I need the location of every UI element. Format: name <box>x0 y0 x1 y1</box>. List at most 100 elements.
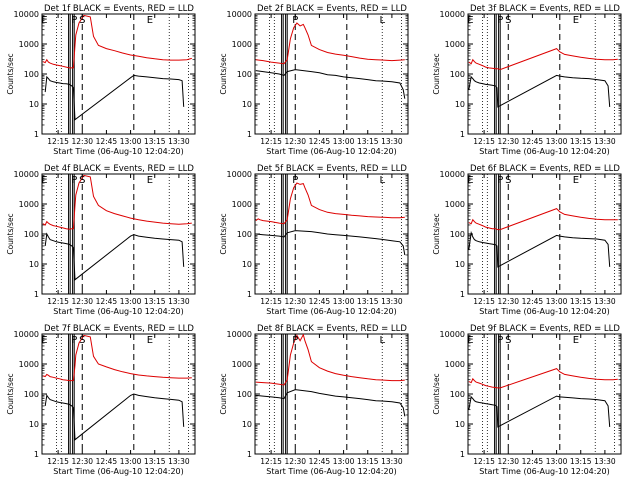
x-tick-label: 12:45 <box>522 137 544 146</box>
y-tick-label: 10000 <box>227 330 252 339</box>
y-tick-label: 10 <box>242 260 252 269</box>
region-marker-label: P <box>292 175 298 186</box>
x-axis-label: Start Time (06-Aug-10 12:04:20) <box>266 147 397 156</box>
y-tick-label: 1 <box>460 290 465 299</box>
x-tick-label: 12:45 <box>522 457 544 466</box>
y-tick-label: 1000 <box>445 40 465 49</box>
region-marker-label: P <box>497 15 503 26</box>
detector-panel-3: 1 10 100 1000 10000 12:15 12:30 12:45 13:00 13:15… <box>432 4 622 156</box>
region-marker-label: S <box>505 335 511 346</box>
x-tick-label: 13:00 <box>120 297 142 306</box>
x-tick-label: 12:15 <box>260 137 282 146</box>
plot-frame <box>41 173 196 295</box>
region-marker-label: L <box>379 335 385 346</box>
y-tick-label: 1 <box>247 130 252 139</box>
x-tick-label: 13:00 <box>546 457 568 466</box>
y-axis-label: Counts/sec <box>432 213 441 254</box>
y-tick-label: 1 <box>34 290 39 299</box>
region-marker-label: E <box>41 175 47 186</box>
y-tick-label: 1000 <box>19 40 39 49</box>
series-events-line <box>44 232 185 281</box>
region-marker-label: E <box>147 175 153 186</box>
x-axis-label: Start Time (06-Aug-10 12:04:20) <box>266 307 397 316</box>
region-marker-label: L <box>379 175 385 186</box>
series-events-line <box>44 393 185 441</box>
region-marker-label: E <box>467 335 473 346</box>
x-tick-label: 13:15 <box>144 137 166 146</box>
y-tick-label: 10 <box>29 100 39 109</box>
x-axis-label: Start Time (06-Aug-10 12:04:20) <box>266 467 397 476</box>
region-marker-label: S <box>79 175 85 186</box>
region-marker-label: E <box>41 335 47 346</box>
region-marker-label: P <box>71 175 77 186</box>
region-marker-label: P <box>71 15 77 26</box>
series-lld-line <box>255 22 405 65</box>
detector-panel-4: 1 10 100 1000 10000 12:15 12:30 12:45 13:00 13:15… <box>6 164 196 316</box>
y-tick-label: 100 <box>24 70 39 79</box>
y-tick-label: 100 <box>237 70 252 79</box>
x-tick-label: 12:45 <box>96 137 118 146</box>
series-lld-line <box>468 208 618 231</box>
x-tick-label: 13:30 <box>168 457 190 466</box>
x-tick-label: 13:15 <box>357 457 379 466</box>
y-tick-label: 10000 <box>14 10 39 19</box>
x-tick-label: 13:15 <box>357 137 379 146</box>
y-tick-label: 1000 <box>232 200 252 209</box>
chart-title: Det 8f BLACK = Events, RED = LLD <box>257 324 407 334</box>
detector-panel-7: 1 10 100 1000 10000 12:15 12:30 12:45 13:00 13:15… <box>6 324 196 476</box>
y-tick-label: 10000 <box>14 170 39 179</box>
chart-title: Det 4f BLACK = Events, RED = LLD <box>44 164 194 174</box>
series-events-line <box>468 230 611 268</box>
series-lld-line <box>42 174 192 230</box>
x-tick-label: 12:15 <box>473 457 495 466</box>
y-tick-label: 1000 <box>232 40 252 49</box>
region-marker-label: E <box>573 175 579 186</box>
x-tick-label: 12:45 <box>96 457 118 466</box>
detector-panel-5: 1 10 100 1000 10000 12:15 12:30 12:45 13:00 13:15… <box>219 164 409 316</box>
region-marker-label: S <box>505 15 511 26</box>
plot-frame <box>254 333 409 455</box>
y-axis-label: Counts/sec <box>6 213 15 254</box>
y-tick-label: 1000 <box>232 360 252 369</box>
region-marker-label: P <box>71 335 77 346</box>
x-tick-label: 12:15 <box>47 457 69 466</box>
x-tick-label: 13:30 <box>381 457 403 466</box>
x-tick-label: 13:00 <box>546 137 568 146</box>
region-marker-label: L <box>379 15 385 26</box>
y-tick-label: 10000 <box>440 170 465 179</box>
x-tick-label: 12:30 <box>284 137 306 146</box>
series-events-line <box>468 74 611 108</box>
region-marker-label: P <box>497 175 503 186</box>
y-axis-label: Counts/sec <box>6 53 15 94</box>
x-tick-label: 13:15 <box>357 297 379 306</box>
region-marker-label: E <box>467 15 473 26</box>
y-tick-label: 10 <box>29 260 39 269</box>
y-tick-label: 10 <box>455 260 465 269</box>
detector-panel-9: 1 10 100 1000 10000 12:15 12:30 12:45 13:00 13:15… <box>432 324 622 476</box>
x-tick-label: 13:00 <box>120 457 142 466</box>
series-events-line <box>44 74 185 121</box>
x-tick-label: 13:00 <box>333 297 355 306</box>
x-tick-label: 12:45 <box>309 137 331 146</box>
y-tick-label: 10 <box>242 420 252 429</box>
region-marker-label: E <box>147 335 153 346</box>
x-axis-label: Start Time (06-Aug-10 12:04:20) <box>53 147 184 156</box>
region-marker-label: S <box>79 335 85 346</box>
y-axis-label: Counts/sec <box>432 373 441 414</box>
y-axis-label: Counts/sec <box>219 373 228 414</box>
x-tick-label: 13:15 <box>144 457 166 466</box>
series-events-line <box>255 69 406 99</box>
y-tick-label: 100 <box>450 70 465 79</box>
y-tick-label: 10 <box>242 100 252 109</box>
series-events-line <box>255 230 406 256</box>
y-tick-label: 1 <box>247 290 252 299</box>
detector-panel-8: 1 10 100 1000 10000 12:15 12:30 12:45 13:00 13:15… <box>219 324 409 476</box>
detector-panel-1: 1 10 100 1000 10000 12:15 12:30 12:45 13:00 13:15… <box>6 4 196 156</box>
y-tick-label: 100 <box>450 230 465 239</box>
x-tick-label: 12:45 <box>96 297 118 306</box>
x-tick-label: 13:15 <box>570 457 592 466</box>
y-tick-label: 100 <box>237 230 252 239</box>
x-axis-label: Start Time (06-Aug-10 12:04:20) <box>479 307 610 316</box>
y-tick-label: 10 <box>455 100 465 109</box>
